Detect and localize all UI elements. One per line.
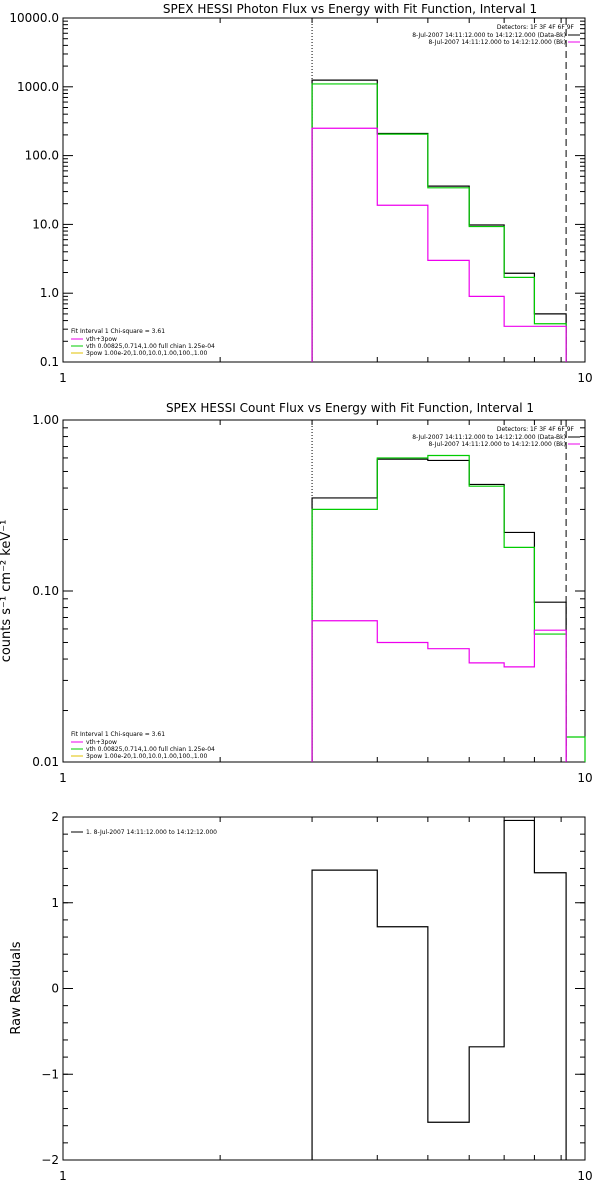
x-tick-label: 10: [577, 771, 592, 785]
legend-data-minus-bk: 8-Jul-2007 14:11:12.000 to 14:12:12.000 …: [412, 32, 566, 39]
residuals-panel: Raw Residuals 210−1−21 10 1. 8-Jul-2007 1…: [9, 810, 593, 1183]
panel1-title: SPEX HESSI Photon Flux vs Energy with Fi…: [163, 2, 537, 16]
y-tick-label: 10000.0: [9, 11, 59, 25]
panel2-title: SPEX HESSI Count Flux vs Energy with Fit…: [166, 401, 534, 415]
y-tick-label: 0.1: [40, 355, 59, 369]
y-tick-label: 0: [51, 982, 59, 996]
y-tick-label: 1: [51, 896, 59, 910]
count-flux-panel: SPEX HESSI Count Flux vs Energy with Fit…: [0, 401, 593, 785]
legend-fit-interval: Fit Interval 1 Chi-square = 3.61: [71, 328, 165, 335]
panel2-legend-left: Fit Interval 1 Chi-square = 3.61 vth+3po…: [71, 731, 215, 760]
panel1-axes-frame: [62, 17, 586, 363]
series-0-step-line: [311, 458, 567, 762]
y-tick-label: 1000.0: [17, 80, 59, 94]
x-tick-label: 1: [59, 371, 67, 385]
panel1-legend-left: Fit Interval 1 Chi-square = 3.61 vth+3po…: [71, 328, 215, 357]
legend-model-vth: vth 0.00825,0.714,1.00 full chian 1.25e-…: [86, 746, 215, 753]
x-tick-label: 10: [577, 371, 592, 385]
series-0-step-line: [311, 819, 567, 1160]
y-tick-label: −1: [41, 1067, 59, 1081]
x-tick-label: 10: [577, 1169, 592, 1183]
photon-flux-panel: SPEX HESSI Photon Flux vs Energy with Fi…: [9, 2, 592, 385]
panel2-legend-right: Detectors: 1F 3F 4F 6F 9F 8-Jul-2007 14:…: [412, 426, 580, 448]
series-2-step-line: [311, 620, 567, 762]
x-tick-label: 1: [59, 1169, 67, 1183]
panel2-y-axis-label: counts s⁻¹ cm⁻² keV⁻¹: [0, 520, 14, 663]
series-1-step-line: [311, 83, 567, 362]
legend-detectors: Detectors: 1F 3F 4F 6F 9F: [497, 426, 575, 433]
x-tick-label: 1: [59, 771, 67, 785]
series-2-step-line: [311, 127, 567, 362]
y-tick-label: 0.10: [32, 584, 59, 598]
y-tick-label: 2: [51, 810, 59, 824]
legend-model-3pow: 3pow 1.00e-20,1.00,10.0,1.00,100.,1.00: [86, 753, 207, 760]
legend-bk: 8-Jul-2007 14:11:12.000 to 14:12:12.000 …: [428, 39, 566, 46]
panel3-y-axis-label: Raw Residuals: [9, 941, 24, 1034]
legend-fit-interval: Fit Interval 1 Chi-square = 3.61: [71, 731, 165, 738]
panel1-legend-right: Detectors: 1F 3F 4F 6F 9F 8-Jul-2007 14:…: [412, 24, 580, 46]
legend-detectors: Detectors: 1F 3F 4F 6F 9F: [497, 24, 575, 31]
y-tick-label: 0.01: [32, 755, 59, 769]
panel2-axes-frame: [62, 419, 586, 763]
legend-bk: 8-Jul-2007 14:11:12.000 to 14:12:12.000 …: [428, 441, 566, 448]
legend-model-vth: vth 0.00825,0.714,1.00 full chian 1.25e-…: [86, 343, 215, 350]
y-tick-label: 1.0: [40, 286, 59, 300]
legend-model-3pow: 3pow 1.00e-20,1.00,10.0,1.00,100.,1.00: [86, 350, 207, 357]
panel3-axes-frame: [62, 816, 586, 1161]
y-tick-label: 10.0: [32, 217, 59, 231]
legend-data-minus-bk: 8-Jul-2007 14:11:12.000 to 14:12:12.000 …: [412, 434, 566, 441]
y-tick-label: 100.0: [25, 149, 59, 163]
panel3-legend: 1. 8-Jul-2007 14:11:12.000 to 14:12:12.0…: [71, 829, 217, 836]
y-tick-label: 1.00: [32, 413, 59, 427]
legend-model-total: vth+3pow: [86, 739, 117, 746]
legend-residual-interval: 1. 8-Jul-2007 14:11:12.000 to 14:12:12.0…: [86, 829, 217, 836]
y-tick-label: −2: [41, 1153, 59, 1167]
legend-model-total: vth+3pow: [86, 336, 117, 343]
series-0-step-line: [311, 79, 567, 362]
series-1-step-line: [311, 454, 586, 762]
